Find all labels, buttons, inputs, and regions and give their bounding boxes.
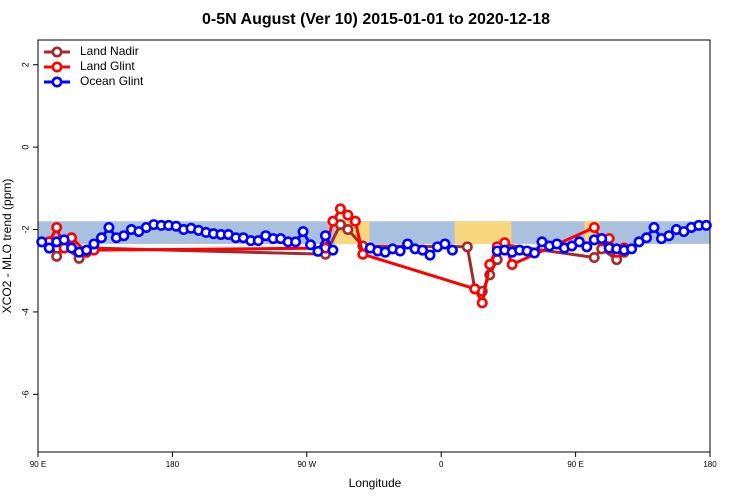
data-point [506, 259, 518, 271]
x-tick-label: 90 E [30, 460, 46, 469]
data-point [43, 242, 55, 254]
data-point [529, 247, 541, 259]
data-point [596, 233, 608, 245]
data-point [88, 238, 100, 250]
x-tick-label: 0 [439, 460, 444, 469]
data-point [484, 259, 496, 271]
x-axis-label: Longitude [349, 476, 402, 490]
x-tick-label: 90 E [567, 460, 583, 469]
band [454, 221, 512, 244]
data-point [342, 209, 354, 221]
data-point [349, 215, 361, 227]
data-point [581, 241, 593, 253]
data-point [394, 245, 406, 257]
y-tick-label: 0 [20, 145, 30, 150]
y-tick-label: -2 [20, 226, 30, 234]
data-point [439, 238, 451, 250]
data-point [290, 236, 302, 248]
chart-title: 0-5N August (Ver 10) 2015-01-01 to 2020-… [202, 11, 550, 28]
data-point [36, 236, 48, 248]
x-tick-label: 180 [703, 460, 717, 469]
data-point [252, 235, 264, 247]
data-point [700, 219, 712, 231]
data-point [327, 244, 339, 256]
data-point [334, 203, 346, 215]
data-point [588, 252, 600, 264]
data-point [476, 297, 488, 309]
legend-marker [51, 61, 63, 73]
data-point [103, 221, 115, 233]
data-point [588, 221, 600, 233]
data-point [641, 232, 653, 244]
x-tick-label: 180 [166, 460, 180, 469]
data-point [573, 236, 585, 248]
y-tick-label: 2 [20, 62, 30, 67]
data-point [446, 244, 458, 256]
data-point [312, 245, 324, 257]
data-point [663, 230, 675, 242]
data-point [95, 232, 107, 244]
x-tick-label: 90 W [297, 460, 316, 469]
data-point [342, 224, 354, 236]
data-point [417, 244, 429, 256]
data-point [297, 226, 309, 238]
data-point [461, 241, 473, 253]
legend-label: Land Glint [80, 59, 135, 73]
data-point [327, 215, 339, 227]
data-point [305, 239, 317, 251]
legend-label: Ocean Glint [80, 74, 144, 88]
y-tick-label: -4 [20, 308, 30, 316]
y-tick-label: -6 [20, 390, 30, 398]
data-point [58, 234, 70, 246]
data-point [118, 230, 130, 242]
legend-marker [51, 46, 63, 58]
data-point [51, 250, 63, 262]
plot-frame [37, 39, 711, 453]
data-point [648, 221, 660, 233]
data-point [402, 238, 414, 250]
legend-label: Land Nadir [80, 44, 139, 58]
y-axis-label: XCO2 - MLO trend (ppm) [0, 179, 14, 314]
data-point [319, 230, 331, 242]
data-point [424, 249, 436, 261]
data-point [51, 221, 63, 233]
data-point [357, 248, 369, 260]
data-point [81, 244, 93, 256]
data-point [469, 283, 481, 295]
data-point [626, 243, 638, 255]
legend-marker [51, 76, 63, 88]
